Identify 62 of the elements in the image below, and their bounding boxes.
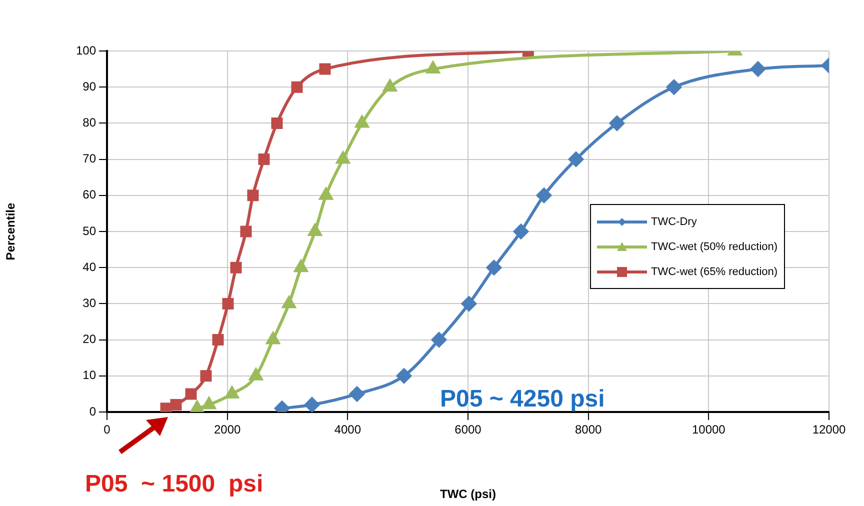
y-tick-label: 0 xyxy=(89,404,96,418)
point xyxy=(750,62,766,77)
point xyxy=(258,154,270,166)
text: P05 ~ 1500 psi xyxy=(85,470,264,498)
point xyxy=(202,397,216,410)
point xyxy=(266,332,280,344)
point xyxy=(461,296,476,312)
point xyxy=(319,188,333,200)
x-tick-label: 8000 xyxy=(574,422,602,437)
legend-label: TWC-wet (65% reduction) xyxy=(651,266,778,278)
y-tick-label: 90 xyxy=(82,79,96,94)
y-tick-label: 40 xyxy=(82,260,96,274)
point xyxy=(160,402,172,412)
point xyxy=(432,332,446,348)
point xyxy=(222,298,234,310)
point xyxy=(170,399,182,411)
point xyxy=(568,152,584,167)
point xyxy=(225,386,239,398)
y-tick-label: 100 xyxy=(76,43,96,58)
y-tick-label: 70 xyxy=(82,152,96,166)
y-tick-label: 20 xyxy=(82,332,96,346)
point xyxy=(212,334,224,346)
point xyxy=(383,80,397,92)
point xyxy=(336,152,350,164)
point xyxy=(271,117,283,129)
point xyxy=(513,224,528,239)
point xyxy=(294,260,308,272)
point xyxy=(319,63,331,75)
point xyxy=(609,116,624,131)
point xyxy=(536,188,552,203)
point xyxy=(304,397,320,412)
y-tick-label: 60 xyxy=(82,188,96,202)
point xyxy=(308,224,322,236)
x-tick-label: 6000 xyxy=(454,422,482,437)
point xyxy=(666,80,682,95)
point xyxy=(240,226,252,238)
y-tick-label: 50 xyxy=(82,224,96,238)
x-tick-label: 12000 xyxy=(812,422,846,437)
point xyxy=(396,368,412,384)
point xyxy=(230,262,242,274)
y-tick-label: 10 xyxy=(82,368,96,382)
x-tick-label: 0 xyxy=(104,422,111,437)
x-axis-title: TWC (psi) xyxy=(440,487,496,502)
point xyxy=(185,388,197,400)
y-axis-title: Percentile xyxy=(4,202,18,260)
point xyxy=(355,116,369,128)
point xyxy=(426,62,440,74)
y-tick-label: 80 xyxy=(82,116,96,130)
point xyxy=(291,81,303,93)
point xyxy=(247,190,259,202)
point xyxy=(349,386,364,402)
annotation: P05 ~ 4250 psi xyxy=(440,386,605,413)
legend-label: TWC-wet (50% reduction) xyxy=(651,240,778,252)
point xyxy=(486,260,502,276)
point xyxy=(200,370,212,382)
x-tick-label: 2000 xyxy=(214,422,242,437)
x-tick-label: 10000 xyxy=(692,422,726,437)
y-tick-label: 30 xyxy=(82,296,96,310)
point xyxy=(282,296,296,308)
x-tick-label: 4000 xyxy=(334,422,362,437)
point xyxy=(249,368,263,380)
legend-label: TWC-Dry xyxy=(651,216,697,228)
